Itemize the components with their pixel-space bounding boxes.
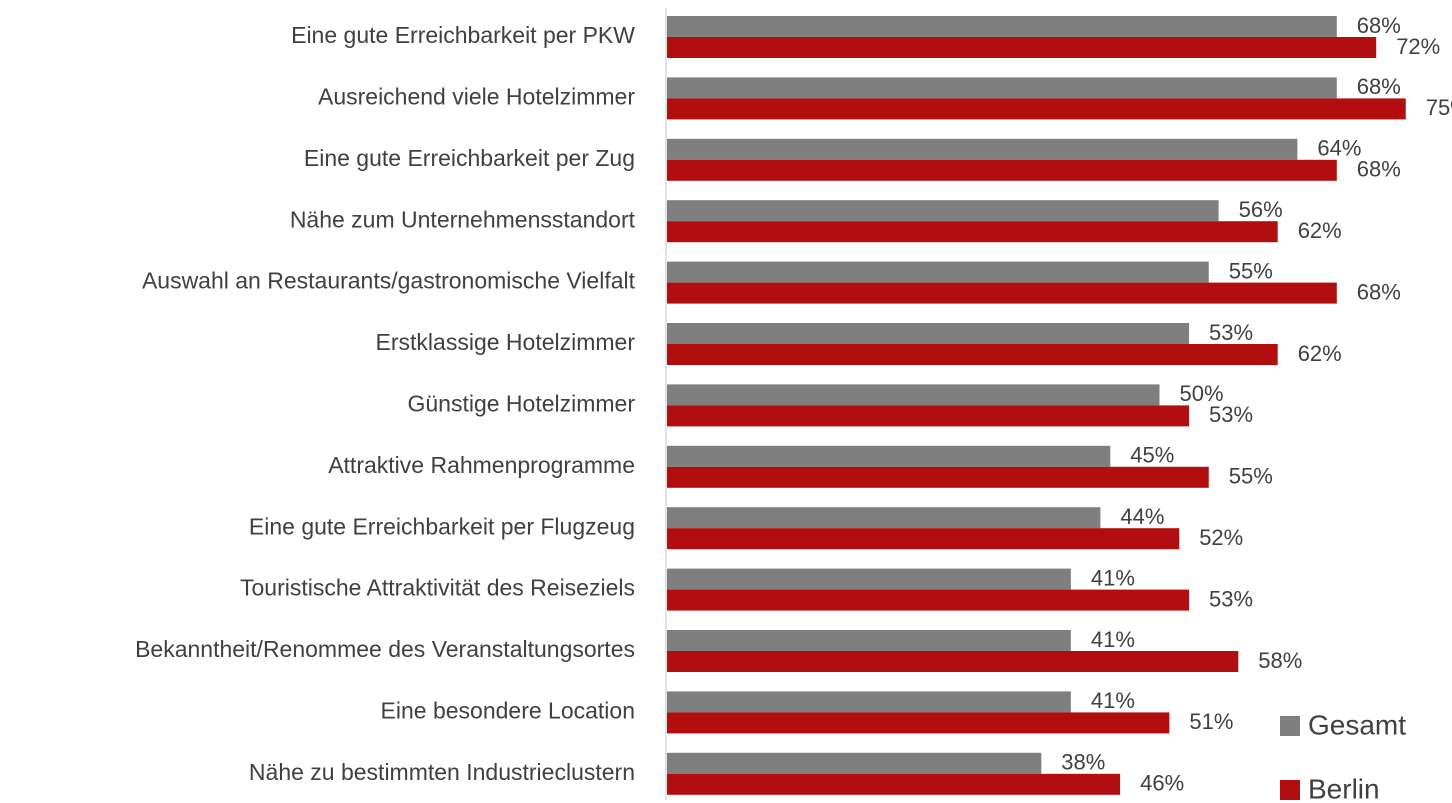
category-label: Ausreichend viele Hotelzimmer: [318, 83, 635, 109]
data-label: 68%: [1357, 279, 1401, 304]
data-label: 53%: [1209, 320, 1253, 345]
category-label: Erstklassige Hotelzimmer: [376, 329, 636, 355]
category-label: Eine gute Erreichbarkeit per Zug: [304, 145, 635, 171]
bar: [667, 200, 1219, 222]
bar: [667, 528, 1180, 550]
bar: [667, 138, 1298, 160]
data-label: 41%: [1091, 688, 1135, 713]
bar: [667, 77, 1337, 99]
bar: [667, 344, 1278, 365]
data-label: 68%: [1357, 157, 1401, 182]
bar: [667, 221, 1278, 243]
legend-swatch: [1280, 716, 1300, 736]
data-label: 62%: [1298, 341, 1342, 366]
bar: [667, 445, 1111, 467]
data-label: 75%: [1426, 95, 1452, 120]
data-label: 41%: [1091, 565, 1135, 590]
bar: [667, 159, 1337, 181]
data-label: 55%: [1229, 258, 1273, 283]
data-label: 68%: [1357, 13, 1401, 38]
bar: [667, 282, 1337, 304]
data-label: 52%: [1199, 525, 1243, 550]
category-label: Auswahl an Restaurants/gastronomische Vi…: [142, 268, 636, 294]
category-label: Eine gute Erreichbarkeit per PKW: [291, 22, 635, 48]
data-label: 38%: [1061, 750, 1105, 775]
data-label: 62%: [1298, 218, 1342, 243]
data-label: 46%: [1140, 771, 1184, 796]
data-label: 53%: [1209, 586, 1253, 611]
bar: [667, 773, 1121, 795]
category-label: Eine gute Erreichbarkeit per Flugzeug: [249, 513, 635, 539]
data-label: 44%: [1120, 504, 1164, 529]
legend-swatch: [1280, 780, 1300, 800]
category-label: Nähe zu bestimmten Industrieclustern: [249, 759, 635, 785]
category-label: Attraktive Rahmenprogramme: [328, 452, 635, 478]
bar: [667, 261, 1209, 283]
category-label: Eine besondere Location: [381, 697, 635, 723]
category-label: Nähe zum Unternehmensstandort: [290, 206, 636, 232]
bar: [667, 691, 1071, 713]
category-label: Bekanntheit/Renommee des Veranstaltungso…: [135, 636, 635, 662]
bar: [667, 37, 1377, 58]
data-label: 72%: [1396, 34, 1440, 59]
data-label: 68%: [1357, 74, 1401, 99]
data-label: 51%: [1189, 709, 1233, 734]
data-label: 50%: [1180, 381, 1224, 406]
data-label: 53%: [1209, 402, 1253, 427]
data-label: 41%: [1091, 627, 1135, 652]
bar: [667, 589, 1190, 611]
bar: [667, 16, 1337, 37]
bar: [667, 466, 1209, 488]
bar: [667, 752, 1042, 774]
data-label: 56%: [1239, 197, 1283, 222]
legend-label: Gesamt: [1308, 709, 1406, 740]
bar: [667, 98, 1406, 120]
bar: [667, 712, 1170, 734]
bar: [667, 630, 1071, 651]
data-label: 45%: [1130, 443, 1174, 468]
category-label: Touristische Attraktivität des Reiseziel…: [240, 575, 635, 601]
bar: [667, 384, 1160, 406]
bar: [667, 323, 1190, 344]
bar: [667, 568, 1071, 590]
legend-label: Berlin: [1308, 773, 1380, 803]
bar: [667, 405, 1190, 427]
data-label: 58%: [1258, 648, 1302, 673]
data-label: 55%: [1229, 464, 1273, 489]
category-label: Günstige Hotelzimmer: [407, 390, 635, 416]
data-label: 64%: [1317, 136, 1361, 161]
bar: [667, 507, 1101, 529]
bar: [667, 651, 1239, 672]
